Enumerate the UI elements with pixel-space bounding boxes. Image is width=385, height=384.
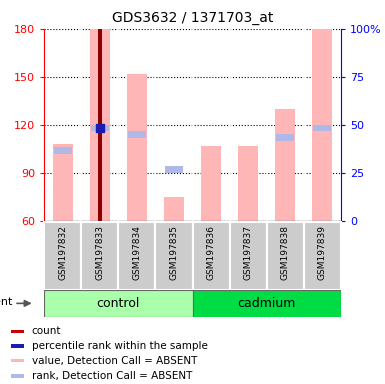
Text: rank, Detection Call = ABSENT: rank, Detection Call = ABSENT (32, 371, 192, 381)
Text: GSM197836: GSM197836 (206, 225, 216, 280)
Bar (128, 131, 146, 137)
Bar (12, 330, 24, 333)
Text: count: count (32, 326, 61, 336)
Bar (12, 359, 24, 362)
Bar (312, 29, 332, 221)
Bar (164, 197, 184, 221)
Bar (201, 146, 221, 221)
Bar (98, 29, 102, 221)
Text: GSM197834: GSM197834 (132, 225, 141, 280)
Bar (91, 125, 109, 131)
Bar (192, 290, 341, 317)
Bar (165, 166, 183, 173)
Bar (53, 144, 73, 221)
Text: GSM197835: GSM197835 (169, 225, 179, 280)
Bar (238, 146, 258, 221)
Text: GSM197839: GSM197839 (318, 225, 327, 280)
Bar (156, 222, 192, 290)
Text: GSM197832: GSM197832 (58, 225, 67, 280)
Bar (90, 29, 110, 221)
Bar (54, 147, 72, 154)
Bar (119, 222, 156, 290)
Text: percentile rank within the sample: percentile rank within the sample (32, 341, 208, 351)
Text: agent: agent (0, 297, 12, 307)
Text: GSM197837: GSM197837 (244, 225, 253, 280)
Bar (192, 222, 229, 290)
Text: GSM197838: GSM197838 (281, 225, 290, 280)
Title: GDS3632 / 1371703_at: GDS3632 / 1371703_at (112, 11, 273, 25)
Bar (44, 222, 81, 290)
Text: control: control (97, 297, 140, 310)
Bar (275, 109, 295, 221)
Bar (44, 290, 192, 317)
Bar (81, 222, 119, 290)
Text: GSM197833: GSM197833 (95, 225, 104, 280)
Text: value, Detection Call = ABSENT: value, Detection Call = ABSENT (32, 356, 197, 366)
Bar (229, 222, 266, 290)
Bar (127, 74, 147, 221)
Bar (276, 134, 294, 141)
Bar (313, 125, 331, 131)
Bar (304, 222, 341, 290)
Text: cadmium: cadmium (238, 297, 296, 310)
Bar (12, 344, 24, 348)
Bar (267, 222, 304, 290)
Bar (12, 374, 24, 377)
